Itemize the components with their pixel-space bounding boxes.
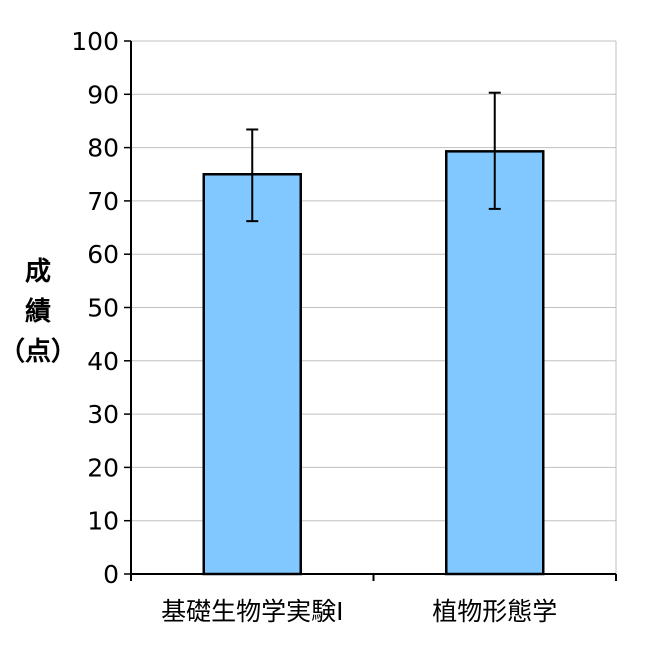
y-tick-label: 10: [87, 507, 119, 536]
y-tick-labels: 0 10 20 30 40 50 60 70 80 90 100: [71, 27, 119, 589]
y-tick-label: 30: [87, 400, 119, 429]
y-tick-label: 0: [103, 560, 119, 589]
bars: [202, 150, 545, 576]
y-axis-label-line-1: 績: [25, 297, 51, 327]
axes: [124, 40, 617, 581]
error-bars: [246, 91, 501, 223]
y-tick-label: 70: [87, 187, 119, 216]
y-tick-label: 100: [71, 27, 119, 56]
x-tick-label-1: 植物形態学: [432, 597, 557, 626]
x-tick-labels: 基礎生物学実験I 植物形態学: [161, 597, 557, 626]
error-bar-0: [246, 128, 259, 223]
y-axis-label-line-0: 成: [25, 257, 51, 287]
y-tick-label: 50: [87, 294, 119, 323]
y-tick-label: 60: [87, 240, 119, 269]
y-tick-label: 80: [87, 134, 119, 163]
y-axis-label: 成績 （点）: [0, 257, 77, 367]
x-tick-label-0: 基礎生物学実験I: [161, 597, 343, 626]
error-bar-1: [488, 91, 501, 210]
y-tick-label: 90: [87, 80, 119, 109]
bar-0: [202, 173, 302, 576]
y-axis-label-line-2: （点）: [0, 336, 77, 367]
bar-1: [445, 150, 545, 576]
y-tick-label: 20: [87, 453, 119, 482]
y-tick-label: 40: [87, 347, 119, 376]
